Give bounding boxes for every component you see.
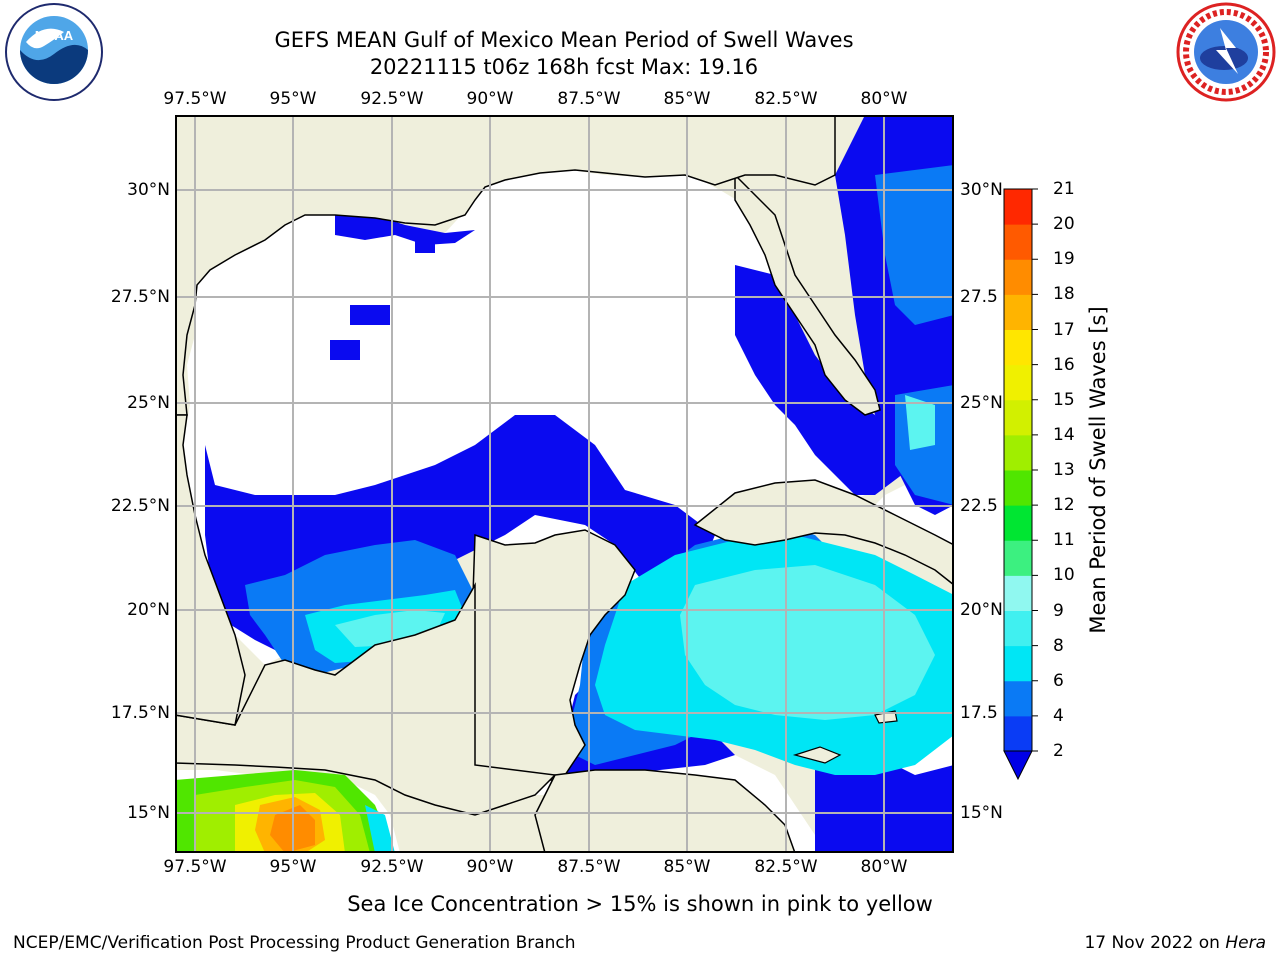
colorbar-tick-label: 20 [1053,214,1075,235]
date-value: 17 Nov 2022 on [1084,933,1226,953]
colorbar-tick-label: 2 [1053,741,1064,761]
map-border [175,115,954,853]
colorbar-tick-label: 14 [1053,424,1075,445]
colorbar-segment [1004,610,1032,647]
colorbar-segment [1004,575,1032,611]
lon-label-bottom: 92.5°W [360,857,424,877]
colorbar-segment [1004,189,1032,225]
colorbar-segment [1004,715,1032,752]
lat-label-right: 20°N [960,600,1003,620]
colorbar-segment [1004,399,1032,436]
colorbar-tick-label: 19 [1053,249,1075,270]
lon-label-top: 85°W [663,89,711,109]
lat-label-left: 27.5°N [110,287,170,307]
colorbar-tick-label: 16 [1053,354,1075,375]
lat-label-right: 25°N [960,393,1003,413]
colorbar-segment [1004,224,1032,260]
lon-label-bottom: 97.5°W [163,857,227,877]
colorbar-tick-label: 15 [1053,389,1075,410]
lat-label-right: 27.5 [960,287,998,307]
colorbar-tick-label: 10 [1053,565,1075,586]
lon-label-bottom: 80°W [860,857,908,877]
colorbar-segment [1004,294,1032,330]
lat-label-left: 15°N [127,803,170,823]
lon-label-top: 82.5°W [754,89,818,109]
colorbar-tick-label: 11 [1053,530,1075,551]
noaa-logo-icon: NOAA [5,3,103,101]
lon-label-top: 92.5°W [360,89,424,109]
colorbar-tick-label: 6 [1053,670,1064,691]
honduras-coast-land [534,769,796,853]
lon-label-bottom: 95°W [269,857,317,877]
colorbar-tick-label: 13 [1053,460,1075,480]
colorbar [1003,188,1038,781]
lat-label-right: 30°N [960,180,1003,200]
lat-label-left: 17.5°N [110,703,170,723]
lat-label-left: 30°N [127,180,170,200]
lat-label-right: 22.5 [960,496,998,516]
colorbar-segment [1004,259,1032,295]
date-text: 17 Nov 2022 on Hera [1084,933,1266,953]
lat-label-left: 20°N [127,600,170,620]
colorbar-tick-label: 9 [1053,600,1064,621]
colorbar-segment [1004,364,1032,401]
lat-label-left: 25°N [127,393,170,413]
colorbar-tick-label: 12 [1053,495,1075,516]
national-weather-service-logo-icon [1176,2,1276,102]
colorbar-tick-label: 21 [1053,179,1075,199]
lat-label-right: 17.5 [960,703,998,723]
colorbar-tick-label: 4 [1053,705,1064,726]
lon-label-bottom: 82.5°W [754,857,818,877]
colorbar-tick-label: 8 [1053,635,1064,656]
lon-label-top: 80°W [860,89,908,109]
lon-label-bottom: 90°W [466,857,514,877]
chart-title: GEFS MEAN Gulf of Mexico Mean Period of … [274,28,854,52]
colorbar-segment [1004,470,1032,506]
lon-label-top: 95°W [269,89,317,109]
credit-text: NCEP/EMC/Verification Post Processing Pr… [13,933,576,953]
colorbar-segment [1004,540,1032,576]
colorbar-label: Mean Period of Swell Waves [s] [1086,306,1110,634]
colorbar-extend-arrow [1003,750,1033,781]
colorbar-tick-label: 17 [1053,319,1075,340]
lon-label-top: 87.5°W [557,89,621,109]
colorbar-tick-label: 18 [1053,284,1075,305]
chart-subtitle: 20221115 t06z 168h fcst Max: 19.16 [369,55,759,79]
colorbar-segment [1004,505,1032,541]
lon-label-bottom: 87.5°W [557,857,621,877]
lon-label-top: 97.5°W [163,89,227,109]
colorbar-segment [1004,645,1032,682]
lon-label-bottom: 85°W [663,857,711,877]
colorbar-segment [1004,329,1032,366]
lat-label-right: 15°N [960,803,1003,823]
colorbar-segment [1004,680,1032,717]
machine-name: Hera [1225,933,1266,953]
gulf-of-mexico-map [175,115,954,853]
lon-label-top: 90°W [466,89,514,109]
lat-label-left: 22.5°N [110,496,170,516]
colorbar-segment [1004,434,1032,471]
map-grid [175,115,954,853]
mexico-east-coast-land [175,414,246,726]
sea-ice-note: Sea Ice Concentration > 15% is shown in … [347,892,933,916]
noaa-logo-text: NOAA [35,28,74,43]
